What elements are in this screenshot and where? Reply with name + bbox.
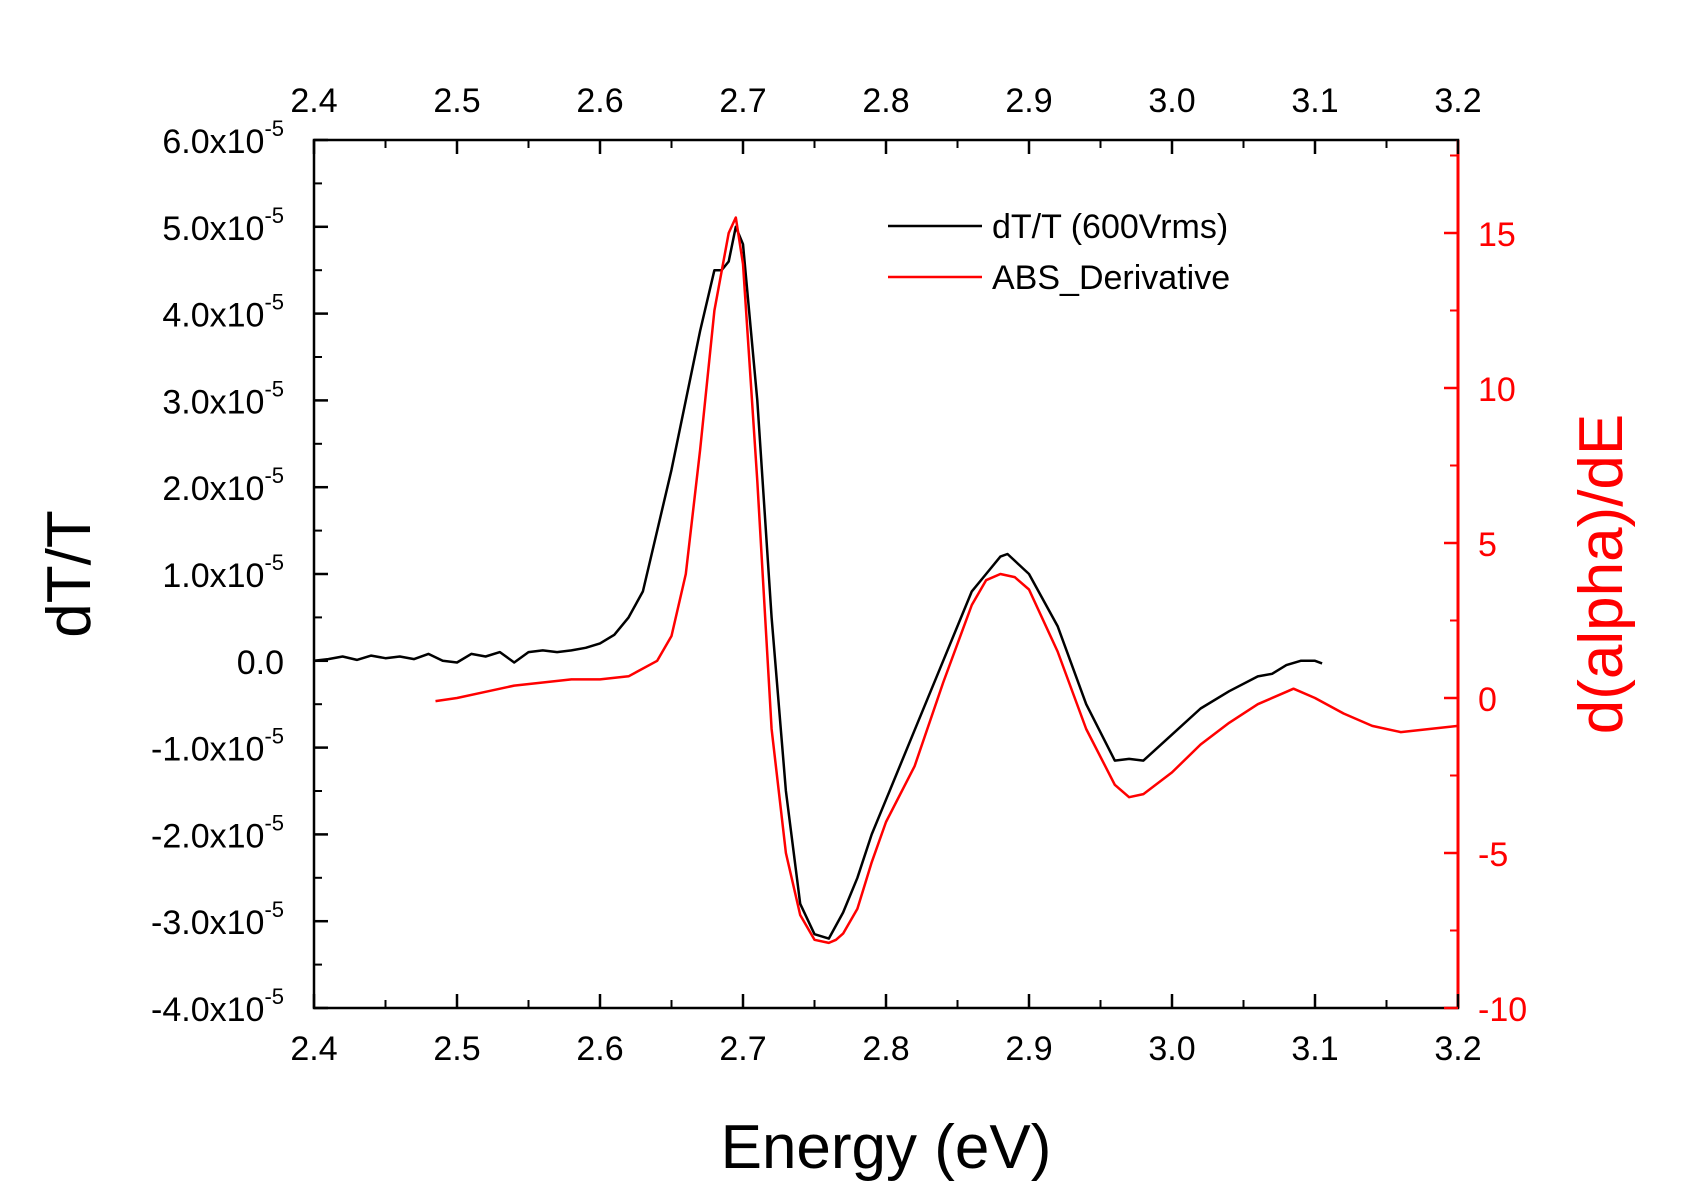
y-tick-label-right: 0 (1478, 681, 1497, 719)
y-axis-title-left: dT/T (35, 510, 104, 637)
x-tick-label-bottom: 3.0 (1148, 1030, 1195, 1068)
y-axis-title-right: d(alpha)/dE (1567, 414, 1636, 735)
y-tick-label-left: -1.0x10-5 (151, 724, 284, 769)
series-line-0 (313, 225, 1323, 940)
legend-label-dT-T: dT/T (600Vrms) (992, 208, 1228, 246)
y-tick-label-left: 0.0 (237, 644, 284, 682)
x-tick-label-bottom: 2.8 (862, 1030, 909, 1068)
legend-label-abs-derivative: ABS_Derivative (992, 259, 1230, 297)
y-tick-label-left: 1.0x10-5 (162, 550, 284, 595)
x-tick-label-top: 3.1 (1291, 82, 1338, 120)
series-layer (313, 216, 1459, 945)
y-tick-label-right: 10 (1478, 371, 1516, 409)
plot-area (312, 138, 1460, 1010)
legend: dT/T (600Vrms) ABS_Derivative (888, 208, 1230, 297)
x-ticks-bottom: 2.4 2.5 2.6 2.7 2.8 2.9 3.0 3.1 3.2 (290, 994, 1482, 1068)
y-tick-label-left: 4.0x10-5 (162, 290, 284, 335)
y-tick-label-left: 2.0x10-5 (162, 463, 284, 508)
y-tick-label-right: -10 (1478, 991, 1527, 1029)
plot-frame (312, 138, 1460, 1010)
x-tick-label-bottom: 2.7 (719, 1030, 766, 1068)
x-tick-label-bottom: 3.2 (1434, 1030, 1481, 1068)
x-tick-label-top: 2.7 (719, 82, 766, 120)
x-tick-label-top: 2.6 (576, 82, 623, 120)
x-tick-label-top: 2.9 (1005, 82, 1052, 120)
x-tick-label-bottom: 2.9 (1005, 1030, 1052, 1068)
y-tick-label-left: 5.0x10-5 (162, 203, 284, 248)
x-tick-label-top: 3.0 (1148, 82, 1195, 120)
x-tick-label-top: 3.2 (1434, 82, 1481, 120)
y-ticks-left: 6.0x10-5 5.0x10-5 4.0x10-5 3.0x10-5 2.0x10-5… (151, 116, 328, 1029)
y-tick-label-left: 6.0x10-5 (162, 116, 284, 161)
x-tick-label-top: 2.8 (862, 82, 909, 120)
x-tick-label-top: 2.4 (290, 82, 337, 120)
y-tick-label-right: 5 (1478, 526, 1497, 564)
y-tick-label-left: 3.0x10-5 (162, 376, 284, 421)
x-ticks-top: 2.4 2.5 2.6 2.7 2.8 2.9 3.0 3.1 3.2 (290, 82, 1482, 154)
x-tick-label-top: 2.5 (433, 82, 480, 120)
y-tick-label-left: -4.0x10-5 (151, 984, 284, 1029)
y-tick-label-right: 15 (1478, 216, 1516, 254)
x-tick-label-bottom: 3.1 (1291, 1030, 1338, 1068)
x-axis-title: Energy (eV) (721, 1113, 1052, 1182)
x-tick-label-bottom: 2.4 (290, 1030, 337, 1068)
y-tick-label-right: -5 (1478, 836, 1508, 874)
x-tick-label-bottom: 2.6 (576, 1030, 623, 1068)
y-tick-label-left: -2.0x10-5 (151, 810, 284, 855)
y-tick-label-left: -3.0x10-5 (151, 897, 284, 942)
x-tick-label-bottom: 2.5 (433, 1030, 480, 1068)
y-ticks-right: 15 10 5 0 -5 -10 (1444, 154, 1527, 1029)
series-line-1 (435, 216, 1459, 945)
